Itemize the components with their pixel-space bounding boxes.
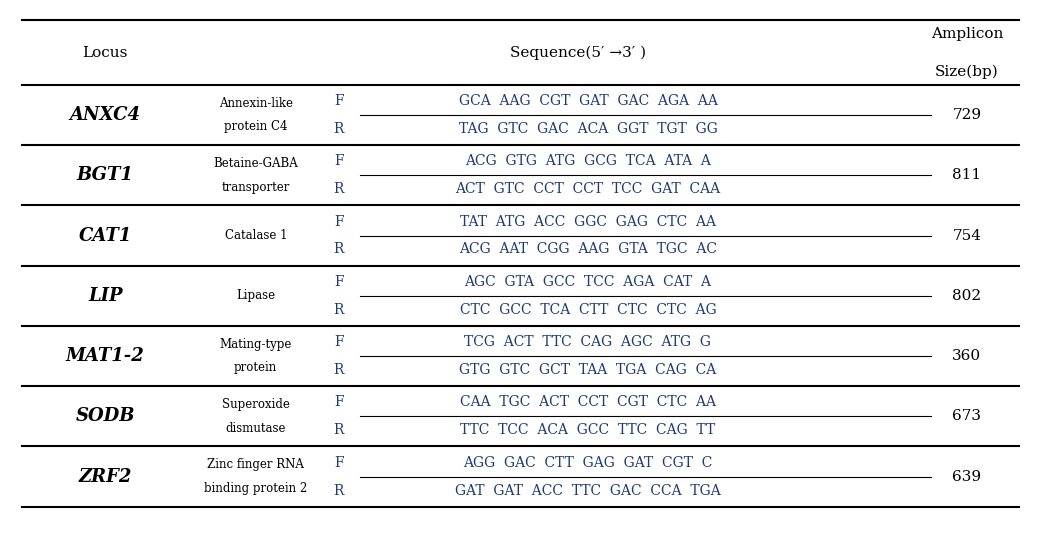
Text: 811: 811	[953, 168, 982, 182]
Text: CAA  TGC  ACT  CCT  CGT  CTC  AA: CAA TGC ACT CCT CGT CTC AA	[460, 395, 716, 410]
Text: 673: 673	[953, 410, 982, 424]
Text: Betaine-GABA: Betaine-GABA	[213, 157, 298, 170]
Text: Mating-type: Mating-type	[220, 338, 291, 351]
Text: GTG  GTC  GCT  TAA  TGA  CAG  CA: GTG GTC GCT TAA TGA CAG CA	[459, 363, 716, 377]
Text: ACG  GTG  ATG  GCG  TCA  ATA  A: ACG GTG ATG GCG TCA ATA A	[465, 154, 711, 168]
Text: transporter: transporter	[222, 181, 290, 194]
Text: protein C4: protein C4	[224, 120, 287, 133]
Text: R: R	[333, 484, 344, 498]
Text: SODB: SODB	[75, 407, 135, 425]
Text: ANXC4: ANXC4	[70, 106, 141, 124]
Text: Size(bp): Size(bp)	[935, 64, 998, 78]
Text: GAT  GAT  ACC  TTC  GAC  CCA  TGA: GAT GAT ACC TTC GAC CCA TGA	[455, 484, 720, 498]
Text: TTC  TCC  ACA  GCC  TTC  CAG  TT: TTC TCC ACA GCC TTC CAG TT	[460, 423, 715, 437]
Text: AGG  GAC  CTT  GAG  GAT  CGT  C: AGG GAC CTT GAG GAT CGT C	[463, 456, 713, 470]
Text: LIP: LIP	[87, 287, 123, 305]
Text: R: R	[333, 302, 344, 316]
Text: 639: 639	[953, 470, 982, 484]
Text: R: R	[333, 242, 344, 256]
Text: F: F	[334, 335, 344, 349]
Text: MAT1-2: MAT1-2	[66, 347, 145, 365]
Text: ZRF2: ZRF2	[78, 467, 132, 486]
Text: TCG  ACT  TTC  CAG  AGC  ATG  G: TCG ACT TTC CAG AGC ATG G	[464, 335, 711, 349]
Text: Superoxide: Superoxide	[222, 398, 289, 411]
Text: dismutase: dismutase	[226, 421, 286, 435]
Text: TAT  ATG  ACC  GGC  GAG  CTC  AA: TAT ATG ACC GGC GAG CTC AA	[460, 215, 716, 229]
Text: R: R	[333, 423, 344, 437]
Text: Sequence(5′ →3′ ): Sequence(5′ →3′ )	[509, 45, 645, 60]
Text: F: F	[334, 154, 344, 168]
Text: GCA  AAG  CGT  GAT  GAC  AGA  AA: GCA AAG CGT GAT GAC AGA AA	[458, 94, 717, 108]
Text: 754: 754	[953, 228, 982, 242]
Text: 360: 360	[953, 349, 982, 363]
Text: CAT1: CAT1	[78, 227, 132, 245]
Text: F: F	[334, 395, 344, 410]
Text: binding protein 2: binding protein 2	[204, 482, 307, 495]
Text: F: F	[334, 456, 344, 470]
Text: BGT1: BGT1	[77, 166, 133, 184]
Text: F: F	[334, 94, 344, 108]
Text: Catalase 1: Catalase 1	[225, 229, 287, 242]
Text: F: F	[334, 275, 344, 289]
Text: AGC  GTA  GCC  TCC  AGA  CAT  A: AGC GTA GCC TCC AGA CAT A	[464, 275, 711, 289]
Text: ACG  AAT  CGG  AAG  GTA  TGC  AC: ACG AAT CGG AAG GTA TGC AC	[459, 242, 717, 256]
Text: TAG  GTC  GAC  ACA  GGT  TGT  GG: TAG GTC GAC ACA GGT TGT GG	[458, 122, 717, 136]
Text: Amplicon: Amplicon	[931, 27, 1004, 41]
Text: Annexin-like: Annexin-like	[219, 97, 293, 110]
Text: F: F	[334, 215, 344, 229]
Text: ACT  GTC  CCT  CCT  TCC  GAT  CAA: ACT GTC CCT CCT TCC GAT CAA	[455, 182, 720, 196]
Text: R: R	[333, 122, 344, 136]
Text: R: R	[333, 182, 344, 196]
Text: 802: 802	[953, 289, 982, 303]
Text: Zinc finger RNA: Zinc finger RNA	[207, 458, 304, 471]
Text: protein: protein	[234, 361, 277, 374]
Text: 729: 729	[953, 108, 982, 122]
Text: Lipase: Lipase	[236, 289, 275, 302]
Text: CTC  GCC  TCA  CTT  CTC  CTC  AG: CTC GCC TCA CTT CTC CTC AG	[460, 302, 716, 316]
Text: Locus: Locus	[82, 45, 128, 60]
Text: R: R	[333, 363, 344, 377]
